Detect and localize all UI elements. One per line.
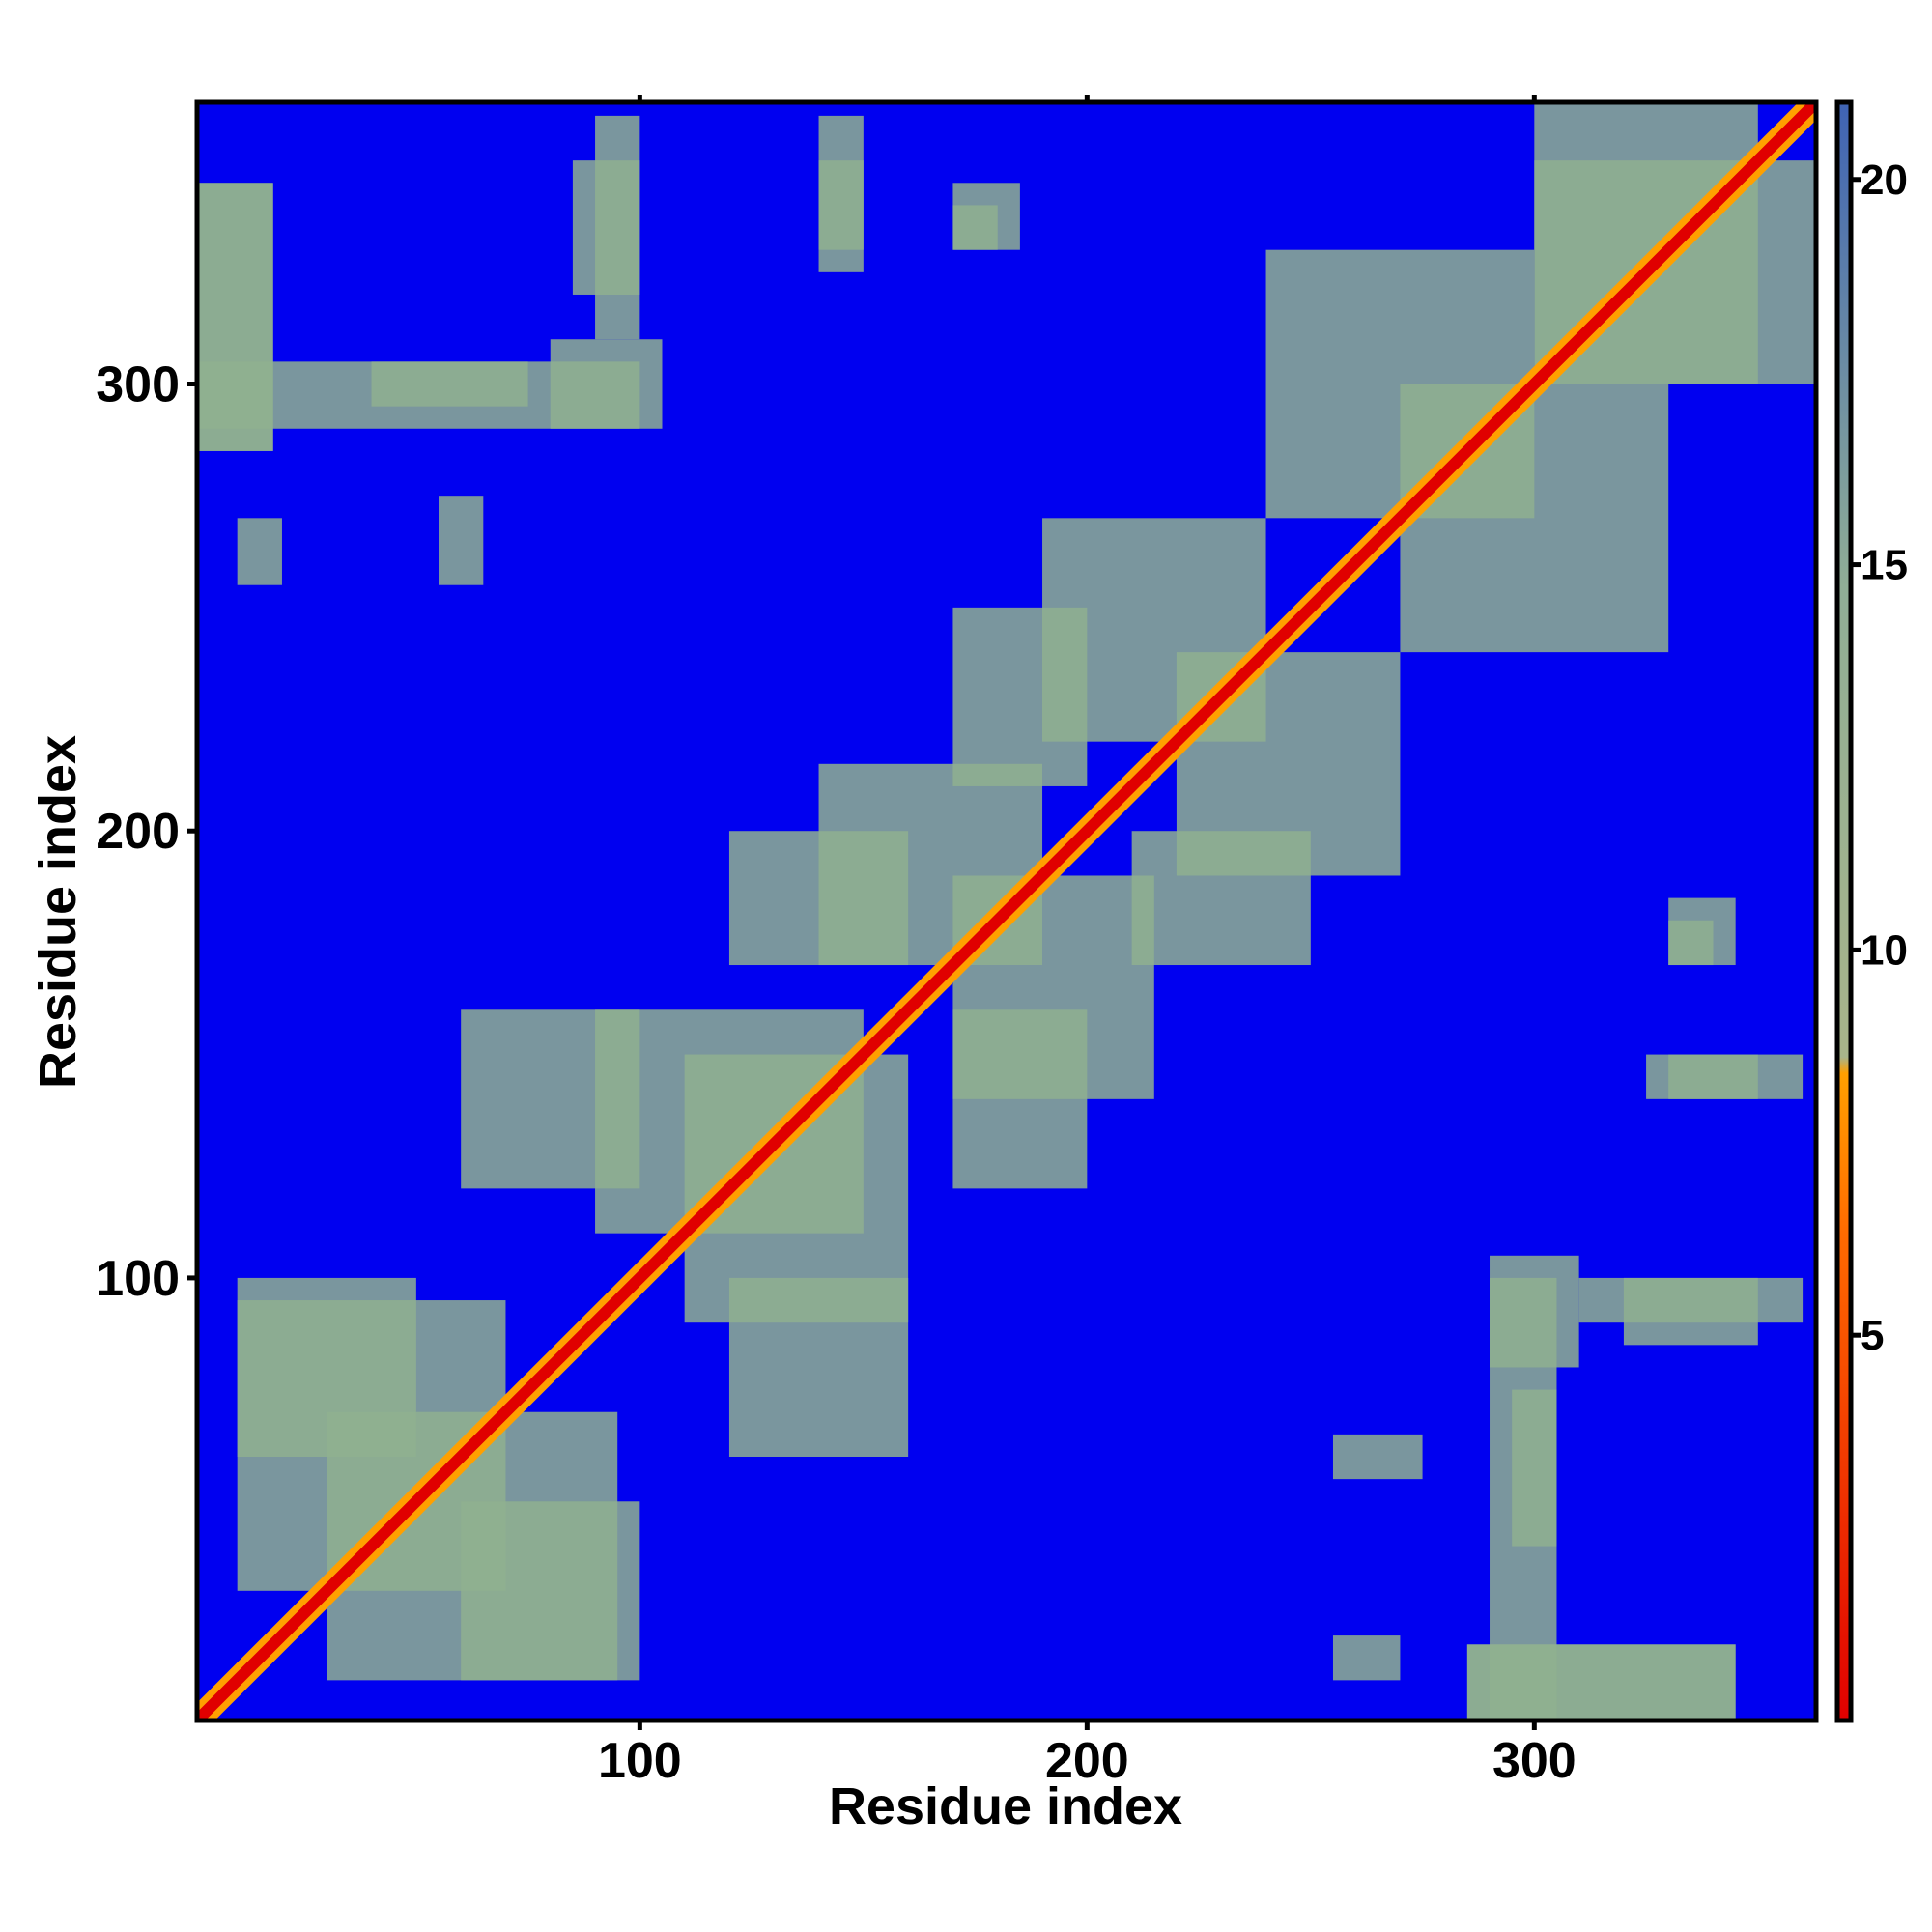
x-axis: 100 200 300 [598,95,1577,1789]
colorbar-tick-label: 10 [1861,926,1908,974]
contact-region-mirror [237,1277,416,1458]
contact-region-mirror [595,115,640,340]
contact-region [439,496,484,585]
colorbar-tick-label: 20 [1861,156,1908,204]
y-tick-label: 100 [96,1251,180,1307]
contact-region [1668,1054,1804,1099]
colorbar-gradient [1834,99,1854,1723]
plot-frame [194,99,1819,1723]
contact-region [461,1501,640,1681]
y-axis-title: Residue index [29,735,87,1089]
contact-region [952,1009,1088,1189]
colorbar: 5 10 15 20 [1834,99,1908,1723]
contact-region-mirror [1332,1635,1401,1681]
contact-region-mirror [1332,1434,1423,1480]
contact-region-mirror [952,607,1088,786]
contact-region-mirror [197,361,640,429]
contact-region [1131,831,1311,966]
diagonal-band [197,102,1816,1720]
y-axis: 100 200 300 [96,357,197,1307]
contact-region-mirror [728,831,909,966]
contact-region [728,1277,909,1458]
contact-region-mirror [461,1009,640,1189]
contact-region-mirror [1400,384,1669,653]
colorbar-tick-label: 15 [1861,542,1908,589]
contact-region [1578,1277,1804,1323]
colorbar-tick-label: 5 [1861,1312,1884,1359]
x-tick-label: 300 [1492,1733,1577,1789]
contact-region [237,518,282,585]
y-tick-label: 300 [96,357,180,413]
y-tick-label: 200 [96,804,180,860]
x-tick-label: 200 [1045,1733,1129,1789]
x-axis-title: Residue index [829,1777,1182,1835]
contact-region [1668,920,1714,966]
contact-region-mirror [818,115,864,250]
contact-region [1490,1277,1557,1720]
x-tick-label: 100 [598,1733,682,1789]
contact-region-mirror [952,205,998,250]
heatmap-plot-area [194,99,1819,1723]
